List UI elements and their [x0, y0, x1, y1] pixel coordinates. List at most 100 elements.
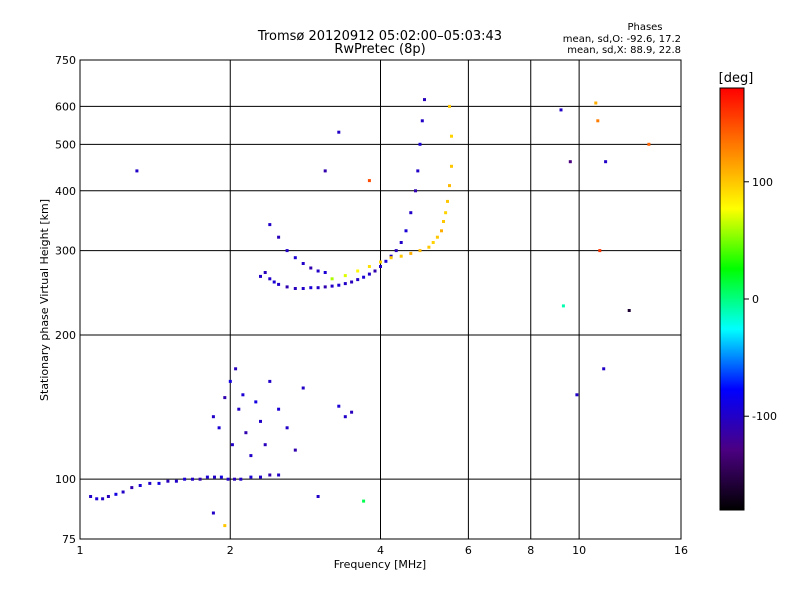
data-point-s1-16	[293, 448, 297, 452]
data-point-s1-9	[249, 454, 253, 458]
data-point-s2-4	[277, 282, 281, 286]
data-point-s2-7	[301, 287, 305, 290]
data-point-s5-11	[598, 249, 602, 253]
data-point-s4-14	[444, 211, 448, 215]
data-point-s4-7	[409, 251, 413, 255]
x-tick-label-4: 8	[527, 544, 534, 557]
x-tick-label-1: 2	[227, 544, 234, 557]
data-point-s2-24	[404, 229, 408, 233]
data-point-s2-10	[323, 285, 327, 289]
colorbar-tick-label-2: -100	[752, 410, 777, 423]
data-point-s2-30	[423, 98, 426, 102]
data-point-s5-14	[575, 393, 579, 397]
data-point-s2-26	[414, 189, 417, 193]
data-point-s2-9	[316, 286, 320, 290]
data-point-s3-4	[301, 262, 305, 265]
data-point-s0-19	[233, 477, 236, 481]
colorbar-tick-label-1: 0	[752, 293, 759, 306]
colorbar-label: [deg]	[719, 71, 754, 86]
data-point-s1-14	[277, 407, 281, 411]
data-point-s0-20	[239, 477, 243, 481]
data-point-s1-6	[237, 407, 241, 411]
data-point-s2-6	[293, 287, 297, 290]
data-point-s2-18	[373, 269, 377, 273]
data-point-s3-5	[309, 266, 313, 270]
x-tick-label-2: 4	[377, 544, 384, 557]
y-tick-label-2: 200	[55, 329, 76, 342]
colorbar	[719, 87, 745, 511]
data-point-s3-6	[316, 269, 320, 273]
y-tick-label-7: 750	[55, 54, 76, 67]
data-point-s2-27	[416, 169, 420, 173]
data-point-s0-2	[101, 497, 105, 501]
data-point-s1-11	[259, 419, 262, 423]
data-point-s2-16	[362, 275, 366, 279]
data-point-s0-23	[268, 473, 272, 477]
data-point-s1-4	[230, 443, 234, 447]
data-point-s5-13	[627, 309, 631, 312]
data-point-s4-13	[442, 220, 445, 223]
phase-stats-o: mean, sd,O: -92.6, 17.2	[563, 34, 681, 45]
data-point-s5-3	[316, 495, 320, 498]
y-tick-label-1: 100	[55, 473, 76, 486]
y-tick-label-5: 500	[55, 138, 76, 151]
chart-title: Tromsø 20120912 05:02:00–05:03:43	[257, 29, 502, 44]
data-point-s5-8	[559, 108, 563, 112]
plot-frame	[79, 59, 682, 540]
data-point-s0-24	[277, 473, 281, 477]
data-point-s5-15	[594, 101, 598, 105]
data-point-s2-29	[420, 119, 424, 123]
data-point-s5-7	[367, 179, 371, 183]
x-tick-label-6: 16	[674, 544, 688, 557]
data-point-s4-3	[367, 265, 371, 268]
data-point-s4-11	[435, 235, 439, 239]
data-point-s5-1	[211, 511, 215, 515]
data-point-s5-10	[568, 160, 572, 164]
data-point-s1-8	[244, 431, 248, 435]
data-point-s4-1	[343, 274, 347, 278]
phase-stats-heading: Phases	[627, 22, 662, 33]
data-point-s1-17	[301, 386, 305, 390]
data-point-s5-6	[362, 499, 366, 503]
data-point-s0-13	[191, 477, 194, 481]
y-tick-labels: 75 100 200 300 400 500 600 750	[55, 54, 76, 546]
data-point-s0-16	[213, 475, 216, 479]
data-point-s5-18	[602, 367, 606, 371]
y-tick-label-0: 75	[62, 533, 76, 546]
data-point-s4-2	[356, 269, 360, 273]
data-point-s2-22	[394, 249, 398, 253]
data-point-s2-14	[350, 280, 354, 284]
data-point-s4-19	[448, 104, 451, 108]
data-point-s1-19	[343, 415, 347, 419]
data-point-s0-10	[166, 479, 170, 483]
data-point-s0-11	[174, 479, 178, 483]
data-point-s2-20	[384, 259, 388, 263]
data-point-s0-17	[219, 475, 223, 479]
x-axis-label: Frequency [MHz]	[334, 558, 426, 571]
data-point-s4-16	[448, 184, 451, 188]
data-point-s0-21	[249, 475, 253, 479]
data-point-s4-10	[431, 241, 435, 244]
data-point-s2-15	[356, 278, 360, 282]
data-point-s2-11	[330, 284, 334, 288]
data-point-s0-4	[114, 492, 118, 496]
data-point-s0-7	[138, 484, 142, 487]
data-point-s1-20	[350, 410, 354, 414]
data-point-s1-15	[285, 426, 289, 430]
data-points	[89, 98, 651, 528]
data-point-s4-6	[399, 254, 403, 258]
data-point-s4-15	[446, 199, 449, 203]
data-point-s5-5	[337, 130, 341, 134]
x-tick-labels: 1 2 4 6 8 10 16	[77, 544, 689, 557]
data-point-s2-12	[337, 283, 341, 287]
data-point-s4-4	[379, 260, 382, 264]
data-point-s3-1	[277, 235, 281, 239]
data-point-s5-0	[135, 169, 139, 173]
data-point-s5-12	[604, 160, 608, 164]
data-point-s0-1	[95, 497, 99, 501]
data-point-s2-17	[367, 272, 371, 276]
data-point-s1-7	[241, 393, 245, 397]
data-point-s3-2	[285, 249, 289, 253]
data-point-s0-15	[205, 475, 209, 479]
